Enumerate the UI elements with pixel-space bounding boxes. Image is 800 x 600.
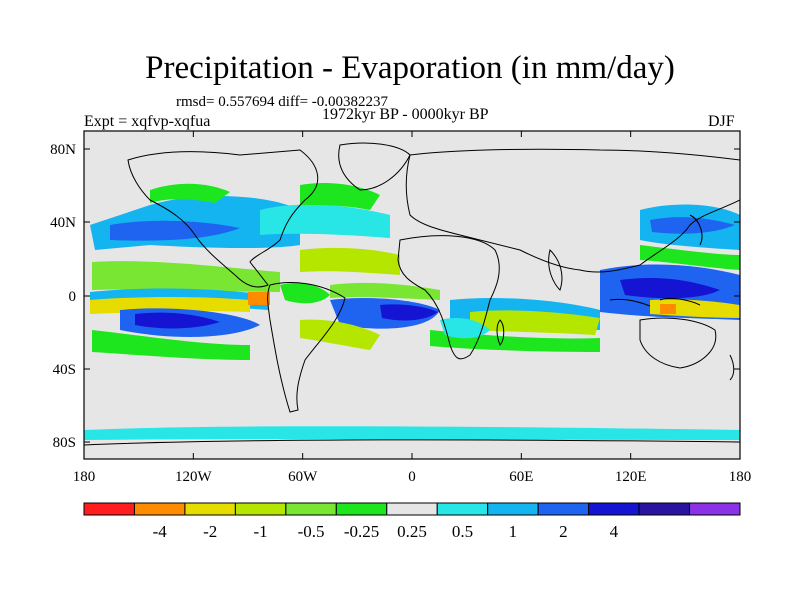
amazon-patch [280,283,330,304]
colorbar-segment [184,502,236,516]
lat-label: 0 [69,289,77,305]
eq-atl-green [330,282,440,300]
indonesia-coast [609,297,701,307]
lat-label: 40N [50,215,76,231]
colorbar-segment [83,502,135,516]
australia-coast [639,317,717,369]
npac-west-core [650,217,735,234]
colorbar-segment [234,502,287,516]
colorbar-label: 2 [559,522,568,541]
colorbar-label: -4 [153,522,168,541]
season-label: DJF [708,113,735,130]
lon-label: 180 [729,469,752,485]
africa-patch [440,318,490,339]
lon-label: 60W [288,469,318,485]
satl-dry [300,319,380,350]
wpac-strong-dry [660,304,676,314]
madagascar-coast [496,319,505,346]
colorbar-segment [487,502,539,516]
colorbar-label: 1 [509,522,518,541]
lon-label: 0 [408,469,416,485]
colorbar-segment [638,502,691,516]
wpac-core [620,278,720,299]
eurasia-coast [405,148,740,273]
new-zealand-coast [729,354,735,381]
npac-west-green [640,245,740,270]
lon-label: 120W [175,469,213,485]
se-pacific-core [135,312,220,329]
colorbar-label: 4 [610,522,619,541]
experiment-label: Expt = xqfvp-xqfua [84,113,211,130]
south-america-coast [267,282,346,413]
colorbar-label: -2 [203,522,217,541]
colorbar-segment [386,502,438,516]
colorbar-segment [285,502,337,516]
s-pacific-green [92,330,250,360]
southern-ocean-wet [84,426,740,440]
colorbar-segment [537,502,590,516]
colorbar-label: 0.25 [397,522,427,541]
colorbar-label: -0.5 [298,522,325,541]
page-title: Precipitation - Evaporation (in mm/day) [145,50,675,86]
colorbar-label: -0.25 [344,522,379,541]
longitude-ticks [83,131,741,459]
colorbar [83,502,741,516]
colorbar-labels: -4 -2 -1 -0.5 -0.25 0.25 0.5 1 2 4 [153,522,619,541]
latitude-labels: 80N 40N 0 40S 80S [50,142,76,451]
colorbar-label: -1 [254,522,268,541]
longitude-labels: 180 120W 60W 0 60E 120E 180 [73,469,752,485]
npac-green-edge [150,183,230,203]
eq-pacific-strong-dry [248,292,270,305]
antarctica-coast [84,439,740,446]
colorbar-segment [588,502,640,516]
lat-label: 80S [53,435,76,451]
japan-coast [689,214,703,246]
npac-subtropical-dry [92,261,280,292]
colorbar-segment [436,502,489,516]
natl-subtropical-dry [300,247,400,275]
satl-core [380,304,438,321]
africa-coast [397,235,500,360]
lat-label: 80N [50,142,76,158]
period-label: 1972kyr BP - 0000kyr BP [322,106,489,123]
colorbar-label: 0.5 [452,522,473,541]
lat-label: 40S [53,362,76,378]
lon-label: 60E [509,469,533,485]
colorbar-segment [689,502,741,516]
greenland-coast [338,142,411,191]
india-coast [548,249,563,291]
north-america-coast [127,149,319,288]
npac-core [110,220,240,241]
indian-dry [470,310,600,335]
map-field [84,131,740,459]
colorbar-segment [133,502,186,516]
natl-moisture-band [260,204,390,238]
latitude-ticks [84,148,740,443]
stats-line: rmsd= 0.557694 diff= -0.00382237 [176,94,389,110]
lon-label: 180 [73,469,96,485]
lon-label: 120E [615,469,647,485]
colorbar-segment [335,502,388,516]
coastlines [84,142,740,446]
